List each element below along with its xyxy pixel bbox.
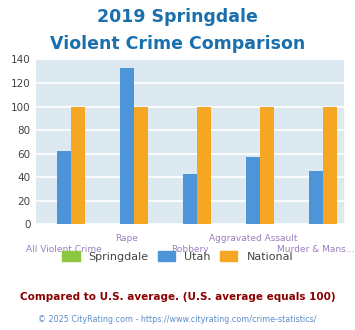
Bar [246,157,260,224]
Bar [183,174,197,224]
Bar [260,107,274,224]
Bar [197,107,211,224]
Text: Compared to U.S. average. (U.S. average equals 100): Compared to U.S. average. (U.S. average … [20,292,335,302]
Legend: Springdale, Utah, National: Springdale, Utah, National [58,247,297,267]
Text: All Violent Crime: All Violent Crime [26,245,102,254]
Bar [71,107,84,224]
Text: Robbery: Robbery [171,245,209,254]
Text: Murder & Mans...: Murder & Mans... [277,245,355,254]
Text: 2019 Springdale: 2019 Springdale [97,8,258,26]
Text: Violent Crime Comparison: Violent Crime Comparison [50,35,305,53]
Bar [309,171,323,224]
Text: Aggravated Assault: Aggravated Assault [209,234,297,243]
Bar [323,107,337,224]
Bar [134,107,148,224]
Bar [120,68,134,224]
Text: © 2025 CityRating.com - https://www.cityrating.com/crime-statistics/: © 2025 CityRating.com - https://www.city… [38,315,317,324]
Bar [57,151,71,224]
Text: Rape: Rape [115,234,138,243]
